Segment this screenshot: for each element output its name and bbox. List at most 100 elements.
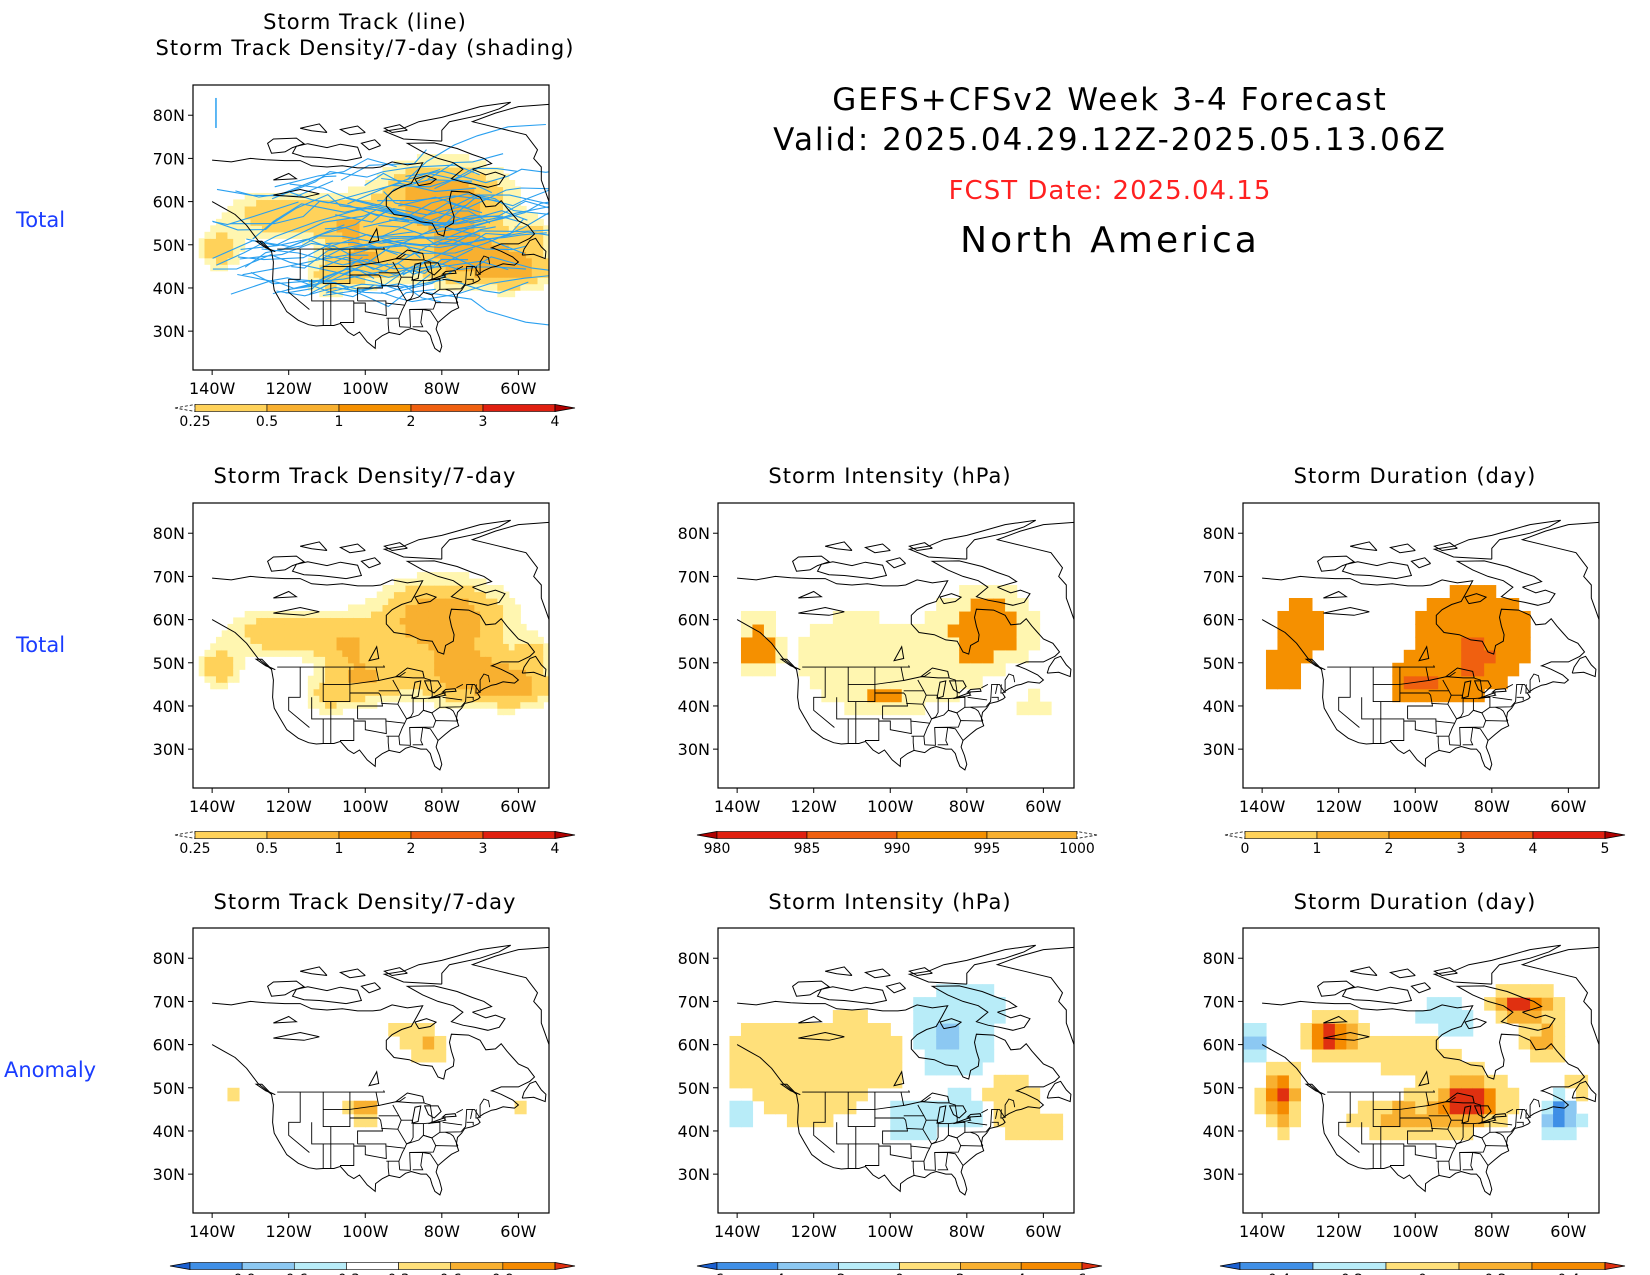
lat-tick-label: 30N	[153, 740, 185, 759]
colorbar-label: -0.3	[333, 1272, 360, 1275]
colorbar-label: 6	[1078, 1272, 1087, 1275]
colorbar-label: 1000	[1059, 841, 1095, 857]
lat-tick-label: 30N	[1203, 1165, 1235, 1184]
lat-tick-label: 40N	[678, 697, 710, 716]
map-panel-density-total: 80N 70N 60N 50N 40N 30N 140W 120W 100W 80W 60W	[153, 502, 550, 816]
lat-tick-label: 70N	[153, 992, 185, 1011]
lon-tick-label: 100W	[867, 1222, 914, 1241]
lat-tick-label: 30N	[678, 740, 710, 759]
colorbar-duration-total: 0 1 2 3 4 5	[1224, 831, 1626, 857]
lat-tick-label: 40N	[153, 697, 185, 716]
lat-tick-label: 80N	[678, 949, 710, 968]
lon-tick-label: 140W	[189, 1222, 236, 1241]
lat-tick-label: 50N	[678, 1079, 710, 1098]
map-panel-duration-anom: 80N 70N 60N 50N 40N 30N 140W 120W 100W 80W 60W	[1203, 927, 1600, 1241]
lon-tick-label: 140W	[189, 379, 236, 398]
colorbar-label: 2	[956, 1272, 965, 1275]
colorbar-label: 1	[335, 414, 344, 430]
colorbar-label: 1	[1313, 841, 1322, 857]
storm-track-lines	[212, 97, 549, 326]
colorbar-label: -6	[710, 1272, 724, 1275]
lat-tick-label: 80N	[1203, 949, 1235, 968]
colorbar-label: 4	[551, 414, 560, 430]
map-panel-intensity-anom: 80N 70N 60N 50N 40N 30N 140W 120W 100W 80W 60W	[678, 927, 1075, 1241]
lon-tick-label: 80W	[424, 797, 460, 816]
panel-title-density-anom: Storm Track Density/7-day	[213, 890, 517, 914]
lon-tick-label: 140W	[189, 797, 236, 816]
colorbar-label: 0.9	[492, 1272, 514, 1275]
lon-tick-label: 100W	[342, 379, 389, 398]
lon-tick-label: 60W	[1025, 797, 1061, 816]
lon-tick-label: 100W	[1392, 797, 1439, 816]
map-panel-density-anom: 80N 70N 60N 50N 40N 30N 140W 120W 100W 80W 60W	[153, 927, 550, 1241]
lon-tick-label: 100W	[1392, 1222, 1439, 1241]
lat-tick-label: 70N	[153, 567, 185, 586]
lon-tick-label: 100W	[867, 797, 914, 816]
valid-period: Valid: 2025.04.29.12Z-2025.05.13.06Z	[773, 122, 1447, 158]
row-label-total-1: Total	[16, 208, 66, 232]
lon-tick-label: 80W	[949, 1222, 985, 1241]
lat-tick-label: 40N	[678, 1122, 710, 1141]
lat-tick-label: 50N	[153, 1079, 185, 1098]
forecast-date: FCST Date: 2025.04.15	[948, 176, 1272, 206]
colorbar-label: 4	[551, 841, 560, 857]
lat-tick-label: 60N	[153, 611, 185, 630]
lon-tick-label: 80W	[949, 797, 985, 816]
colorbar-label: -2	[832, 1272, 846, 1275]
colorbar-label: 0	[1418, 1272, 1427, 1275]
lat-tick-label: 30N	[153, 322, 185, 341]
panel-title-density-total: Storm Track Density/7-day	[213, 464, 517, 488]
colorbar-label: 0.4	[1557, 1272, 1579, 1275]
colorbar-label: 3	[479, 841, 488, 857]
colorbar-label: 0.5	[256, 414, 278, 430]
colorbar-label: 2	[1385, 841, 1394, 857]
lat-tick-label: 30N	[153, 1165, 185, 1184]
colorbar-label: -4	[771, 1272, 785, 1275]
panel-title-duration-anom: Storm Duration (day)	[1293, 890, 1537, 914]
colorbar-label: 4	[1017, 1272, 1026, 1275]
colorbar-label: 0.25	[179, 414, 210, 430]
lon-tick-label: 80W	[424, 379, 460, 398]
colorbar-label: 5	[1601, 841, 1610, 857]
lon-tick-label: 140W	[714, 1222, 761, 1241]
colorbar-label: -0.6	[281, 1272, 308, 1275]
lat-tick-label: 80N	[153, 949, 185, 968]
colorbar-label: 0	[1241, 841, 1250, 857]
colorbar-intensity-total: 980 985 990 995 1000	[696, 831, 1098, 857]
lat-tick-label: 50N	[153, 236, 185, 255]
lat-tick-label: 50N	[678, 654, 710, 673]
lat-tick-label: 60N	[153, 193, 185, 212]
lon-tick-label: 80W	[1474, 797, 1510, 816]
row-label-anomaly: Anomaly	[4, 1058, 97, 1082]
colorbar-density-total: 0.25 0.5 1 2 3 4	[174, 831, 576, 857]
lat-tick-label: 60N	[678, 1036, 710, 1055]
lat-tick-label: 80N	[1203, 524, 1235, 543]
lat-tick-label: 60N	[1203, 611, 1235, 630]
lat-tick-label: 30N	[678, 1165, 710, 1184]
lon-tick-label: 60W	[500, 1222, 536, 1241]
lon-tick-label: 120W	[791, 1222, 838, 1241]
lon-tick-label: 80W	[1474, 1222, 1510, 1241]
lat-tick-label: 50N	[1203, 654, 1235, 673]
lat-tick-label: 80N	[153, 524, 185, 543]
lat-tick-label: 60N	[1203, 1036, 1235, 1055]
lon-tick-label: 120W	[266, 379, 313, 398]
colorbar-label: -0.9	[228, 1272, 255, 1275]
colorbar-label: 3	[479, 414, 488, 430]
lat-tick-label: 50N	[1203, 1079, 1235, 1098]
lon-tick-label: 140W	[1239, 1222, 1286, 1241]
lat-tick-label: 40N	[153, 1122, 185, 1141]
colorbar-label: 0.2	[1484, 1272, 1506, 1275]
lon-tick-label: 60W	[1550, 1222, 1586, 1241]
colorbar-label: 3	[1457, 841, 1466, 857]
map-panel-duration-total: 80N 70N 60N 50N 40N 30N 140W 120W 100W 80W 60W	[1203, 502, 1600, 816]
lon-tick-label: 120W	[1316, 1222, 1363, 1241]
panel-title-track-total: Storm Track (line) Storm Track Density/7…	[155, 10, 575, 60]
panel-title-intensity-total: Storm Intensity (hPa)	[768, 464, 1012, 488]
colorbar-label: 2	[407, 414, 416, 430]
lat-tick-label: 70N	[1203, 567, 1235, 586]
lon-tick-label: 60W	[1550, 797, 1586, 816]
colorbar-duration-anom: -0.4 -0.2 0 0.2 0.4	[1219, 1262, 1626, 1275]
colorbar-label: 995	[974, 841, 1001, 857]
